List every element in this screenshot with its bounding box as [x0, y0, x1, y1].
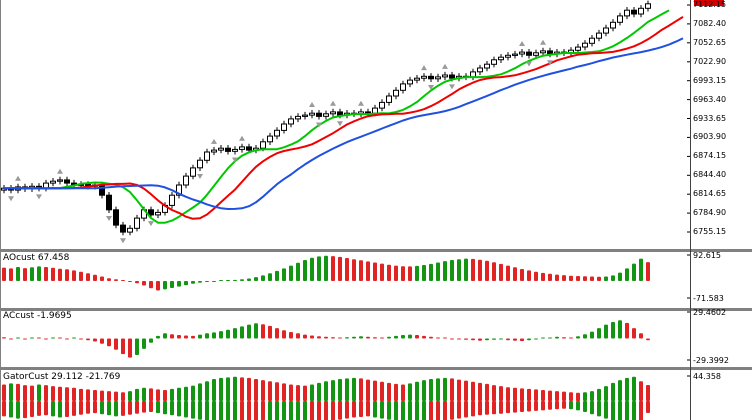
gator-upper-histogram — [2, 376, 650, 402]
fractal-markers — [8, 39, 553, 244]
price-axis-label: 7082.40 — [693, 18, 727, 28]
overlay-line-alligator_teeth — [4, 16, 684, 220]
price-axis-label: 7022.90 — [693, 56, 727, 66]
fractal-up-icon — [540, 39, 546, 45]
candlestick-series — [1, 0, 651, 236]
overlay-line-alligator_jaw — [4, 37, 684, 210]
fractal-down-icon — [197, 174, 203, 179]
pane-ao-scale-max: 92.615 — [693, 251, 721, 260]
ac-histogram — [2, 320, 650, 358]
pane-ac-scale-min: -29.3992 — [693, 356, 729, 365]
pane-ao-label: AOcust 67.458 — [3, 253, 70, 263]
price-axis-label: 6755.15 — [693, 227, 727, 236]
fractal-down-icon — [316, 122, 322, 128]
fractal-down-icon — [148, 221, 154, 227]
fractal-up-icon — [309, 102, 315, 107]
fractal-up-icon — [211, 138, 217, 144]
fractal-up-icon — [442, 63, 448, 69]
price-axis-label: 6784.90 — [693, 208, 727, 218]
pane-ac-label: ACcust -1.9695 — [3, 311, 72, 321]
ao-histogram — [2, 255, 650, 291]
price-axis-label: 6933.65 — [693, 113, 727, 123]
fractal-down-icon — [106, 216, 112, 221]
price-axis-label: 6844.40 — [693, 170, 727, 180]
fractal-down-icon — [547, 60, 553, 66]
fractal-up-icon — [421, 65, 427, 71]
price-axis-label: 6874.15 — [693, 151, 727, 161]
pane-gator-label: GatorCust 29.112 -21.769 — [3, 372, 121, 382]
fractal-up-icon — [57, 168, 63, 174]
fractal-up-icon — [358, 100, 364, 106]
price-axis-label: 6993.15 — [693, 75, 727, 85]
gator-lower-histogram — [2, 401, 650, 420]
axis-ticks — [687, 4, 690, 377]
fractal-down-icon — [526, 61, 532, 67]
price-axis-label: 6814.65 — [693, 189, 727, 199]
pane-gator-scale-max: 44.358 — [693, 372, 721, 381]
fractal-down-icon — [8, 196, 14, 202]
fractal-up-icon — [519, 41, 525, 46]
alligator-lines — [4, 9, 684, 224]
fractal-down-icon — [36, 194, 42, 200]
fractal-up-icon — [15, 175, 21, 181]
fractal-down-icon — [232, 157, 238, 163]
fractal-down-icon — [449, 84, 455, 90]
price-axis-label: 7052.65 — [693, 37, 727, 47]
fractal-up-icon — [330, 100, 336, 106]
fractal-down-icon — [428, 85, 434, 90]
fractal-down-icon — [337, 121, 343, 127]
price-axis-label: 7112.15 — [693, 0, 727, 9]
price-axis-label: 6963.40 — [693, 94, 727, 104]
pane-ac-scale-max: 29.4602 — [693, 308, 727, 317]
fractal-up-icon — [239, 135, 245, 141]
fractal-down-icon — [120, 238, 126, 244]
current-price-marker — [694, 0, 724, 6]
price-axis-label: 6903.90 — [693, 132, 727, 142]
pane-ao-scale-min: -71.583 — [693, 294, 724, 303]
